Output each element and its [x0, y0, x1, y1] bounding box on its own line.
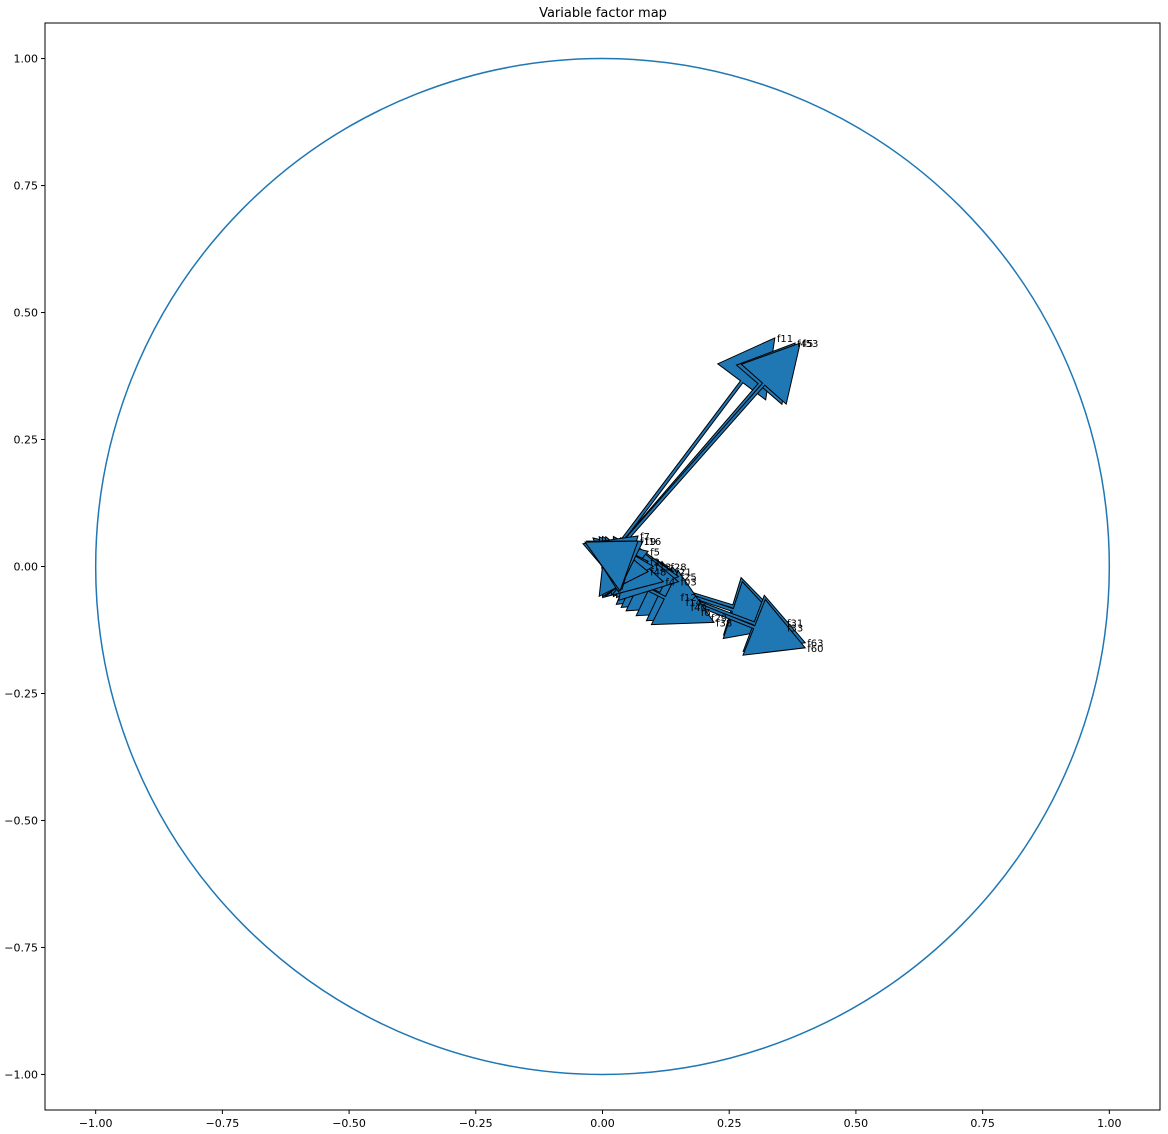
circle-outline [94, 57, 1111, 1076]
arrow-label-f60: f60 [807, 644, 823, 655]
x-tick-label: −1.00 [79, 1117, 113, 1130]
arrow-label-f13: f13 [655, 563, 671, 574]
y-tick-label: −0.25 [4, 687, 38, 700]
arrow-label-f19: f19 [640, 537, 656, 548]
x-tick-label: 1.00 [1097, 1117, 1122, 1130]
y-tick-label: 0.25 [14, 434, 39, 447]
arrow-label-f16: f16 [645, 537, 661, 548]
x-tick-label: 0.75 [970, 1117, 995, 1130]
y-tick-label: −0.50 [4, 814, 38, 827]
arrow-label-f29: f29 [711, 613, 727, 624]
x-tick-label: 0.00 [590, 1117, 615, 1130]
x-tick-label: −0.50 [332, 1117, 366, 1130]
y-tick-label: −0.75 [4, 941, 38, 954]
x-tick-label: −0.75 [206, 1117, 240, 1130]
y-tick-label: 1.00 [14, 53, 39, 66]
arrow-label-f5: f5 [650, 547, 660, 558]
x-tick-label: 0.50 [844, 1117, 869, 1130]
unit-circle [94, 57, 1111, 1076]
arrow-label-f45: f45 [797, 339, 813, 350]
y-tick-label: −1.00 [4, 1068, 38, 1081]
arrow-label-f21: f21 [675, 568, 691, 579]
arrow-label-f28: f28 [670, 563, 686, 574]
arrow-f11 [600, 337, 776, 569]
arrow-label-f33: f33 [787, 623, 803, 634]
arrow-label-f25: f25 [681, 573, 697, 584]
arrow-label-f03: f03 [681, 578, 697, 589]
y-tick-label: 0.50 [14, 307, 39, 320]
chart-title: Variable factor map [539, 6, 667, 21]
y-tick-label: 0.75 [14, 180, 39, 193]
x-axis-ticks: −1.00 −0.75 −0.50 −0.25 0.00 0.25 0.50 0.75 1.00 [79, 1110, 1122, 1130]
arrow-label-f40: f40 [691, 603, 707, 614]
arrow-label-f14: f14 [686, 598, 702, 609]
arrow-label-f4: f4 [665, 578, 675, 589]
arrow-f19 [584, 540, 639, 592]
arrow-label-f31: f31 [787, 618, 803, 629]
arrow-f53 [600, 342, 801, 569]
arrow-label-f63: f63 [807, 639, 823, 650]
arrow-label-f12: f12 [681, 593, 697, 604]
x-tick-label: −0.25 [459, 1117, 493, 1130]
arrow-label-f38: f38 [716, 618, 732, 629]
arrow-label-f11: f11 [777, 334, 793, 345]
arrow-label-f7: f7 [640, 532, 650, 543]
arrow-label-f6: f6 [701, 608, 711, 619]
x-tick-label: 0.25 [717, 1117, 742, 1130]
y-axis-ticks: −1.00 −0.75 −0.50 −0.25 0.00 0.25 0.50 0.75 1.00 [4, 53, 45, 1081]
y-tick-label: 0.00 [14, 561, 39, 574]
arrow-label-f2: f2 [650, 557, 660, 568]
arrow-label-f48: f48 [650, 568, 666, 579]
arrow-label-f53: f53 [802, 339, 818, 350]
